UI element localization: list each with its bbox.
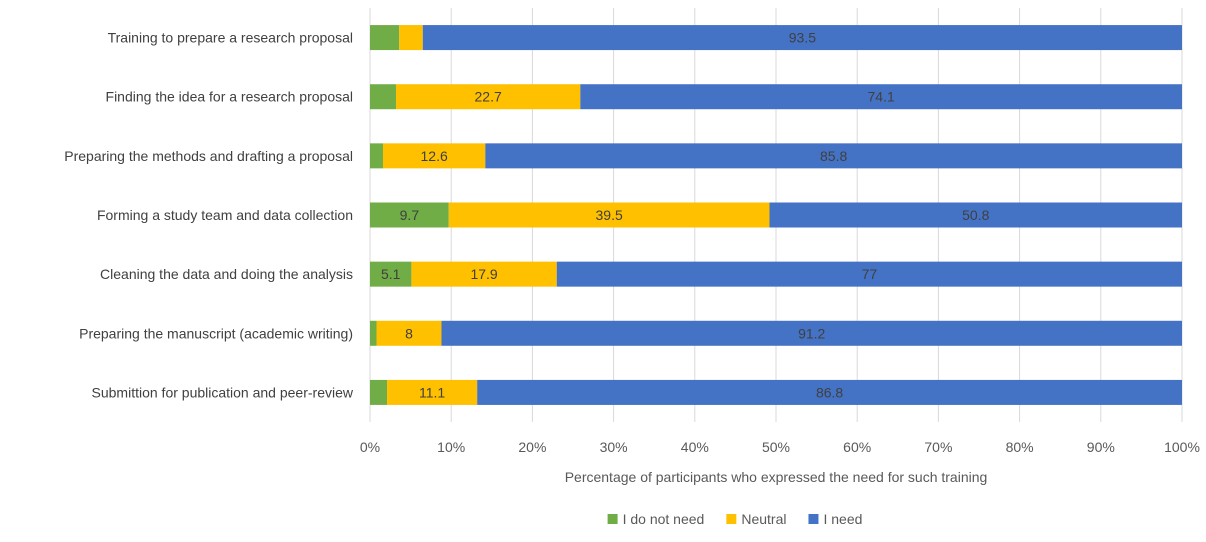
bar-segment [399, 25, 423, 51]
legend-label: I do not need [623, 511, 705, 527]
bar-segment [580, 84, 1182, 110]
x-tick-label: 10% [437, 439, 465, 455]
bar-segment [370, 379, 388, 405]
data-label: 17.9 [470, 266, 497, 282]
bar-segment [370, 202, 449, 228]
x-tick-label: 50% [762, 439, 790, 455]
legend-label: Neutral [741, 511, 786, 527]
legend-swatch [726, 514, 737, 524]
bar-segment [556, 261, 1182, 287]
data-label: 5.1 [381, 266, 401, 282]
x-axis-title: Percentage of participants who expressed… [565, 469, 988, 485]
bar-segment [370, 261, 412, 287]
x-tick-label: 20% [518, 439, 546, 455]
bar-segment [769, 202, 1182, 228]
bar-segment [370, 25, 400, 51]
legend-label: I need [823, 511, 862, 527]
x-tick-label: 40% [681, 439, 709, 455]
x-tick-label: 0% [360, 439, 380, 455]
category-label: Submittion for publication and peer-revi… [92, 384, 354, 400]
x-tick-label: 100% [1164, 439, 1200, 455]
bar-segment [370, 143, 383, 169]
category-label: Training to prepare a research proposal [108, 30, 353, 46]
category-label: Preparing the methods and drafting a pro… [64, 148, 353, 164]
bar-segment [387, 379, 478, 405]
bar-segment [382, 143, 486, 169]
bar-segment [477, 379, 1183, 405]
category-label: Cleaning the data and doing the analysis [100, 266, 353, 282]
x-tick-label: 70% [924, 439, 952, 455]
data-label: 39.5 [596, 207, 623, 223]
data-label: 12.6 [421, 148, 448, 164]
data-label: 93.5 [789, 30, 816, 46]
data-label: 50.8 [962, 207, 989, 223]
category-label: Finding the idea for a research proposal [106, 89, 353, 105]
data-label: 22.7 [475, 89, 502, 105]
bar-segment [395, 84, 581, 110]
bar-segment [370, 84, 396, 110]
category-label: Preparing the manuscript (academic writi… [79, 325, 353, 341]
data-label: 91.2 [798, 325, 825, 341]
bar-segment [370, 320, 377, 346]
data-label: 77 [862, 266, 878, 282]
x-tick-label: 80% [1006, 439, 1034, 455]
data-label: 85.8 [820, 148, 847, 164]
data-label: 86.8 [816, 384, 843, 400]
x-tick-label: 60% [843, 439, 871, 455]
data-label: 8 [405, 325, 413, 341]
category-label: Forming a study team and data collection [97, 207, 353, 223]
x-tick-label: 30% [600, 439, 628, 455]
legend-swatch [808, 514, 819, 524]
data-label: 9.7 [400, 207, 420, 223]
legend-swatch [607, 514, 618, 524]
x-tick-label: 90% [1087, 439, 1115, 455]
bar-segment [411, 261, 557, 287]
bar-segment [376, 320, 442, 346]
bar-segment [441, 320, 1182, 346]
bar-segment [485, 143, 1183, 169]
data-label: 74.1 [868, 89, 895, 105]
bar-segment [448, 202, 770, 228]
bar-segment [422, 25, 1182, 51]
data-label: 11.1 [419, 384, 445, 400]
